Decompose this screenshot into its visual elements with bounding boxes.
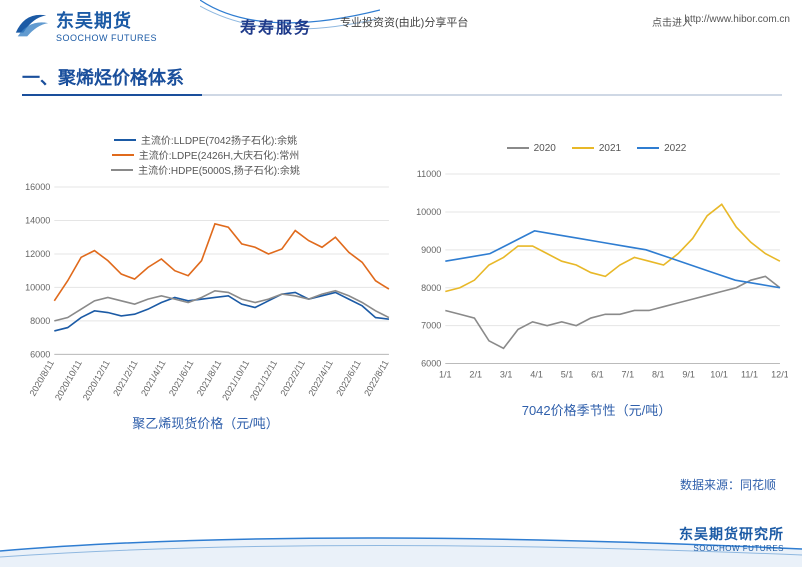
legend-item: 主流价:HDPE(5000S,扬子石化):余姚 — [111, 162, 300, 177]
legend-item: 2021 — [572, 143, 621, 154]
logo: 东吴期货 SOOCHOW FUTURES — [12, 6, 157, 44]
svg-text:9/1: 9/1 — [682, 370, 695, 380]
svg-text:12000: 12000 — [25, 249, 50, 259]
svg-text:2022/4/11: 2022/4/11 — [306, 358, 334, 397]
legend-item: 2022 — [637, 143, 686, 154]
svg-text:8/1: 8/1 — [652, 370, 665, 380]
legend-item: 主流价:LLDPE(7042扬子石化):余姚 — [114, 132, 297, 147]
svg-text:2021/10/11: 2021/10/11 — [220, 358, 251, 402]
svg-text:2/1: 2/1 — [469, 370, 482, 380]
svg-text:2020/10/11: 2020/10/11 — [53, 358, 84, 402]
section-title-bar: 一、聚烯烃价格体系 — [22, 64, 802, 94]
chart2-svg: 6000 7000 8000 9000 10000 11000 1/1 2/1 3/1 4/1 5/… — [405, 168, 788, 390]
svg-text:7000: 7000 — [421, 321, 441, 331]
svg-text:10/1: 10/1 — [710, 370, 728, 380]
chart1-svg: 60008000100001200014000160002020/8/11202… — [14, 181, 397, 403]
svg-text:6/1: 6/1 — [591, 370, 604, 380]
svg-text:6000: 6000 — [421, 359, 441, 369]
svg-text:8000: 8000 — [421, 283, 441, 293]
svg-text:11/1: 11/1 — [741, 370, 758, 380]
svg-text:10000: 10000 — [25, 282, 50, 292]
logo-mark-icon — [12, 6, 50, 44]
svg-text:5/1: 5/1 — [561, 370, 574, 380]
legend-item: 2020 — [507, 143, 556, 154]
footer: 东吴期货研究所 SOOCHOW FUTURES — [0, 521, 802, 567]
chart1-caption: 聚乙烯现货价格（元/吨） — [14, 413, 397, 432]
svg-text:10000: 10000 — [416, 207, 441, 217]
legend-item: 主流价:LDPE(2426H,大庆石化):常州 — [112, 147, 300, 162]
header-slogan: 寿寿服务 — [240, 14, 312, 38]
svg-text:11000: 11000 — [417, 169, 442, 179]
section-title: 一、聚烯烃价格体系 — [22, 64, 184, 94]
chart1-legend: 主流价:LLDPE(7042扬子石化):余姚主流价:LDPE(2426H,大庆石… — [14, 132, 397, 177]
svg-text:7/1: 7/1 — [622, 370, 635, 380]
svg-text:16000: 16000 — [25, 182, 50, 192]
footer-en: SOOCHOW FUTURES — [679, 544, 784, 553]
svg-text:2022/6/11: 2022/6/11 — [334, 358, 362, 397]
svg-text:6000: 6000 — [30, 349, 50, 359]
svg-text:4/1: 4/1 — [530, 370, 543, 380]
logo-cn: 东吴期货 — [56, 7, 157, 33]
svg-text:9000: 9000 — [421, 245, 441, 255]
chart-left: 主流价:LLDPE(7042扬子石化):余姚主流价:LDPE(2426H,大庆石… — [14, 132, 397, 432]
svg-text:2021/12/11: 2021/12/11 — [248, 358, 279, 402]
svg-text:2021/2/11: 2021/2/11 — [111, 358, 139, 397]
svg-text:2021/6/11: 2021/6/11 — [167, 358, 195, 397]
svg-text:3/1: 3/1 — [500, 370, 513, 380]
header: 东吴期货 SOOCHOW FUTURES 寿寿服务 专业投资资(由此)分享平台 … — [0, 0, 802, 56]
svg-text:14000: 14000 — [25, 216, 50, 226]
logo-en: SOOCHOW FUTURES — [56, 33, 157, 43]
footer-cn: 东吴期货研究所 — [679, 524, 784, 544]
svg-text:1/1: 1/1 — [439, 370, 452, 380]
svg-text:2020/8/11: 2020/8/11 — [28, 358, 56, 397]
chart-right: 2020 2021 2022 6000 7000 8000 9000 10000 11000 1… — [405, 132, 788, 432]
svg-text:2020/12/11: 2020/12/11 — [81, 358, 112, 402]
chart2-legend: 2020 2021 2022 — [405, 132, 788, 164]
chart2-caption: 7042价格季节性（元/吨） — [405, 400, 788, 419]
svg-text:2022/2/11: 2022/2/11 — [279, 358, 307, 397]
svg-text:2021/8/11: 2021/8/11 — [195, 358, 223, 397]
title-underline — [22, 94, 782, 96]
svg-text:8000: 8000 — [30, 316, 50, 326]
data-source: 数据来源：同花顺 — [680, 476, 776, 493]
header-url[interactable]: http://www.hibor.com.cn — [684, 14, 790, 25]
charts-row: 主流价:LLDPE(7042扬子石化):余姚主流价:LDPE(2426H,大庆石… — [0, 132, 802, 432]
svg-text:2022/8/11: 2022/8/11 — [362, 358, 390, 397]
svg-text:2021/4/11: 2021/4/11 — [139, 358, 167, 397]
header-slogan2: 专业投资资(由此)分享平台 — [340, 14, 468, 30]
svg-text:12/1: 12/1 — [771, 370, 788, 380]
